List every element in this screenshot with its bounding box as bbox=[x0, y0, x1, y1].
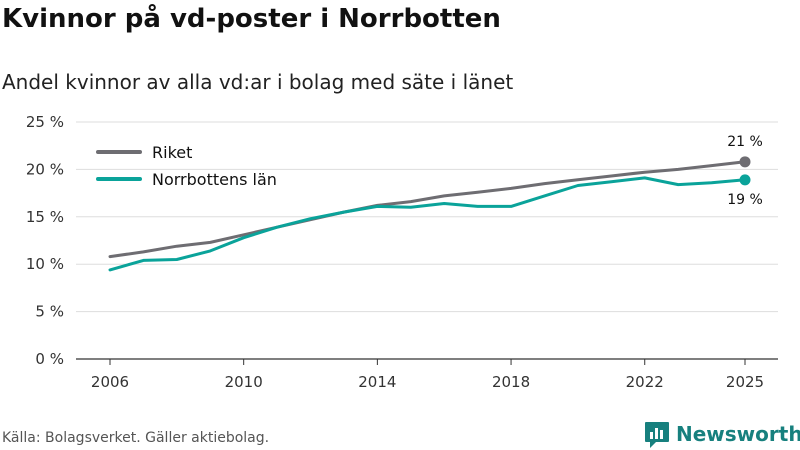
x-tick-label: 2006 bbox=[91, 373, 129, 391]
legend-label-norrbotten: Norrbottens län bbox=[152, 170, 277, 189]
line-chart: 0 %5 %10 %15 %20 %25 % 2006 2010 2014 2018 2… bbox=[26, 113, 778, 391]
series-end-point-riket bbox=[739, 156, 751, 168]
series-line-norrbotten bbox=[108, 176, 747, 272]
y-tick-label: 5 % bbox=[35, 303, 64, 321]
x-tick-label: 2014 bbox=[358, 373, 396, 391]
legend-label-riket: Riket bbox=[152, 143, 192, 162]
page-subtitle: Andel kvinnor av alla vd:ar i bolag med … bbox=[2, 70, 514, 94]
brand-name: Newsworthy bbox=[676, 422, 800, 446]
end-label-riket: 21 % bbox=[727, 134, 763, 150]
newsworthy-logo-icon bbox=[645, 422, 669, 448]
grid-layer bbox=[76, 121, 778, 360]
y-tick-label: 20 % bbox=[26, 160, 64, 178]
series-end-point-norrbotten bbox=[739, 174, 751, 186]
y-tick-label: 0 % bbox=[35, 350, 64, 368]
end-label-norrbotten: 19 % bbox=[727, 192, 763, 208]
x-axis: 2006 2010 2014 2018 2022 2025 bbox=[91, 359, 764, 391]
x-tick-label: 2022 bbox=[626, 373, 664, 391]
y-tick-label: 10 % bbox=[26, 255, 64, 273]
page-title: Kvinnor på vd-poster i Norrbotten bbox=[2, 4, 501, 34]
x-tick-label: 2010 bbox=[225, 373, 263, 391]
x-tick-label: 2025 bbox=[726, 373, 764, 391]
brand-logo[interactable]: Newsworthy bbox=[644, 418, 800, 450]
series-layer bbox=[108, 156, 751, 272]
source-note: Källa: Bolagsverket. Gäller aktiebolag. bbox=[2, 430, 270, 446]
end-labels: 21 % 19 % bbox=[727, 134, 763, 208]
y-tick-label: 25 % bbox=[26, 113, 64, 131]
legend: Riket Norrbottens län bbox=[96, 143, 277, 189]
y-tick-label: 15 % bbox=[26, 208, 64, 226]
x-tick-label: 2018 bbox=[492, 373, 530, 391]
y-axis: 0 % 5 % 10 % 15 % 20 % 25 % bbox=[26, 113, 64, 368]
series-line-riket bbox=[108, 160, 747, 259]
